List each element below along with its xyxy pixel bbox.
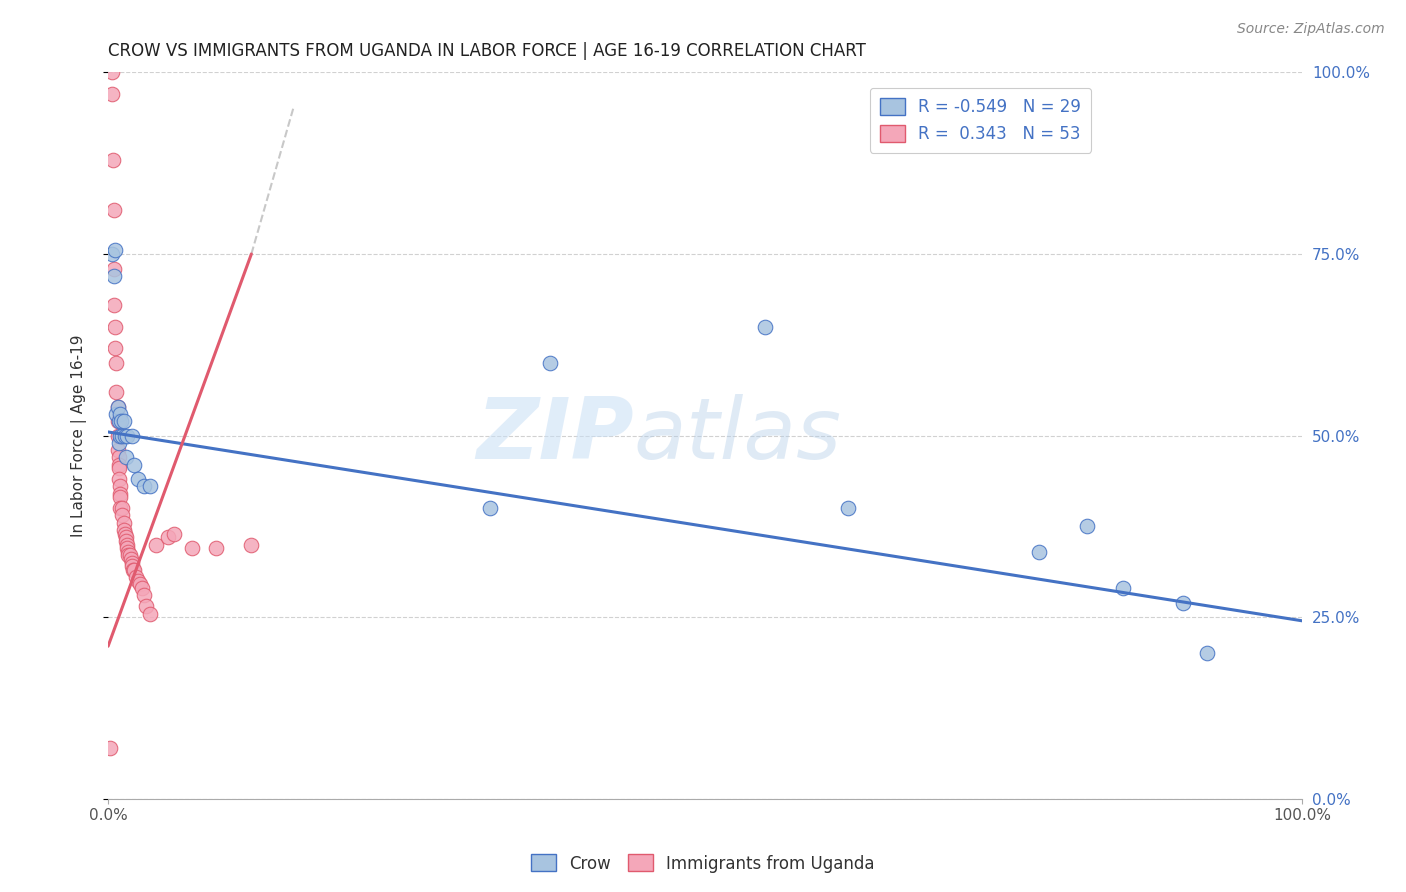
Point	[115, 537, 138, 551]
Point	[129, 577, 152, 591]
Point	[112, 523, 135, 537]
Y-axis label: In Labor Force | Age 16-19: In Labor Force | Age 16-19	[72, 334, 87, 537]
Point	[108, 435, 131, 450]
Point	[118, 549, 141, 563]
Point	[104, 342, 127, 356]
Point	[111, 501, 134, 516]
Point	[117, 545, 139, 559]
Point	[1076, 519, 1098, 533]
Point	[110, 414, 132, 428]
Point	[112, 414, 135, 428]
Point	[204, 541, 226, 556]
Point	[108, 414, 131, 428]
Point	[114, 428, 136, 442]
Point	[124, 570, 146, 584]
Point	[115, 450, 138, 465]
Point	[103, 268, 125, 283]
Point	[145, 537, 167, 551]
Point	[163, 526, 186, 541]
Point	[108, 472, 131, 486]
Point	[100, 87, 122, 102]
Point	[114, 526, 136, 541]
Point	[124, 563, 146, 577]
Point	[115, 428, 138, 442]
Point	[108, 407, 131, 421]
Point	[105, 407, 128, 421]
Point	[479, 501, 502, 516]
Point	[107, 443, 129, 458]
Point	[108, 461, 131, 475]
Point	[117, 549, 139, 563]
Point	[107, 400, 129, 414]
Point	[1171, 596, 1194, 610]
Point	[115, 541, 138, 556]
Point	[538, 356, 561, 370]
Point	[111, 508, 134, 523]
Point	[107, 414, 129, 428]
Point	[132, 479, 155, 493]
Point	[100, 247, 122, 261]
Point	[103, 203, 125, 218]
Text: ZIP: ZIP	[475, 394, 634, 477]
Point	[112, 516, 135, 530]
Legend: Crow, Immigrants from Uganda: Crow, Immigrants from Uganda	[524, 847, 882, 880]
Point	[139, 479, 162, 493]
Point	[1112, 581, 1135, 595]
Point	[108, 486, 131, 500]
Point	[108, 458, 131, 472]
Point	[127, 574, 149, 588]
Point	[135, 599, 157, 614]
Point	[100, 65, 122, 79]
Point	[121, 559, 143, 574]
Point	[156, 530, 179, 544]
Legend: R = -0.549   N = 29, R =  0.343   N = 53: R = -0.549 N = 29, R = 0.343 N = 53	[870, 88, 1091, 153]
Text: CROW VS IMMIGRANTS FROM UGANDA IN LABOR FORCE | AGE 16-19 CORRELATION CHART: CROW VS IMMIGRANTS FROM UGANDA IN LABOR …	[108, 42, 866, 60]
Point	[108, 501, 131, 516]
Point	[115, 530, 138, 544]
Point	[121, 428, 143, 442]
Point	[101, 153, 124, 167]
Point	[104, 319, 127, 334]
Point	[103, 261, 125, 276]
Point	[100, 740, 122, 755]
Point	[107, 428, 129, 442]
Point	[132, 588, 155, 602]
Point	[105, 384, 128, 399]
Point	[107, 400, 129, 414]
Point	[180, 541, 202, 556]
Point	[104, 244, 127, 258]
Point	[124, 458, 146, 472]
Point	[108, 491, 131, 505]
Point	[115, 533, 138, 548]
Text: atlas: atlas	[634, 394, 841, 477]
Text: Source: ZipAtlas.com: Source: ZipAtlas.com	[1237, 22, 1385, 37]
Point	[127, 472, 149, 486]
Point	[1195, 647, 1218, 661]
Point	[121, 556, 143, 570]
Point	[131, 581, 153, 595]
Point	[1028, 545, 1050, 559]
Point	[240, 537, 263, 551]
Point	[111, 428, 134, 442]
Point	[139, 607, 162, 621]
Point	[103, 298, 125, 312]
Point	[120, 552, 142, 566]
Point	[754, 319, 776, 334]
Point	[105, 356, 128, 370]
Point	[837, 501, 859, 516]
Point	[108, 428, 131, 442]
Point	[108, 450, 131, 465]
Point	[122, 563, 145, 577]
Point	[108, 479, 131, 493]
